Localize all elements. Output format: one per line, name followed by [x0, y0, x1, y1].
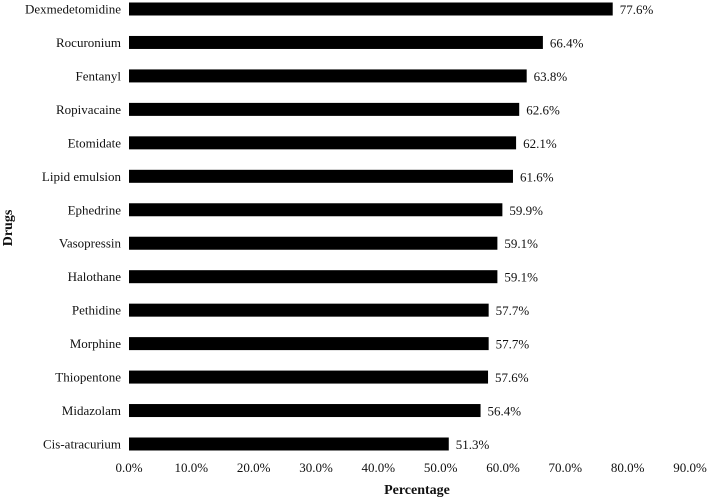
- category-label: Halothane: [68, 269, 122, 284]
- category-label: Cis-atracurium: [43, 437, 121, 452]
- category-label: Midazolam: [62, 403, 121, 418]
- value-label: 62.6%: [526, 102, 560, 117]
- bar: [129, 35, 543, 49]
- x-tick-label: 0.0%: [115, 460, 142, 475]
- category-label: Dexmedetomidine: [25, 2, 121, 17]
- value-label: 56.4%: [488, 404, 522, 419]
- bar: [129, 270, 498, 284]
- category-label: Etomidate: [68, 135, 122, 150]
- value-label: 77.6%: [620, 2, 654, 17]
- bar: [129, 136, 517, 150]
- x-axis-title: Percentage: [384, 483, 450, 498]
- category-label: Morphine: [70, 336, 122, 351]
- x-tick-label: 60.0%: [486, 460, 520, 475]
- value-labels: 77.6% 66.4% 63.8% 62.6% 62.1% 61.6% 59.9% 59.1%…: [456, 2, 654, 452]
- x-tick-label: 90.0%: [673, 460, 707, 475]
- y-axis-title: Drugs: [1, 209, 16, 246]
- x-tick-label: 30.0%: [299, 460, 333, 475]
- category-label: Pethidine: [72, 303, 121, 318]
- value-label: 59.9%: [509, 203, 543, 218]
- category-label: Thiopentone: [55, 370, 121, 385]
- category-label: Ephedrine: [68, 202, 122, 217]
- bar: [129, 69, 527, 83]
- x-axis-ticks: 0.0% 10.0% 20.0% 30.0% 40.0% 50.0% 60.0% 70.0% 8…: [115, 460, 707, 475]
- bar: [129, 102, 520, 116]
- bar: [129, 2, 613, 16]
- value-label: 57.6%: [495, 370, 529, 385]
- bars: [129, 2, 613, 451]
- bar: [129, 337, 489, 351]
- value-label: 51.3%: [456, 437, 490, 452]
- value-label: 66.4%: [550, 35, 584, 50]
- value-label: 57.7%: [496, 337, 530, 352]
- category-label: Rocuronium: [56, 35, 121, 50]
- bar: [129, 437, 449, 451]
- x-tick-label: 20.0%: [237, 460, 271, 475]
- value-label: 63.8%: [534, 69, 568, 84]
- value-label: 59.1%: [504, 236, 538, 251]
- bar: [129, 404, 481, 418]
- bar: [129, 370, 489, 384]
- category-label: Ropivacaine: [56, 102, 121, 117]
- bar: [129, 203, 503, 217]
- category-label: Fentanyl: [76, 68, 122, 83]
- value-label: 61.6%: [520, 169, 554, 184]
- bar: [129, 169, 513, 183]
- value-label: 62.1%: [523, 136, 557, 151]
- x-tick-label: 70.0%: [549, 460, 583, 475]
- x-tick-label: 10.0%: [175, 460, 209, 475]
- value-label: 57.7%: [496, 303, 530, 318]
- category-labels: Dexmedetomidine Rocuronium Fentanyl Ropivac…: [25, 2, 122, 452]
- x-tick-label: 80.0%: [611, 460, 645, 475]
- value-label: 59.1%: [504, 270, 538, 285]
- x-tick-label: 50.0%: [424, 460, 458, 475]
- bar: [129, 236, 498, 250]
- x-tick-label: 40.0%: [362, 460, 396, 475]
- bar: [129, 303, 489, 317]
- category-label: Vasopressin: [59, 236, 122, 251]
- category-label: Lipid emulsion: [42, 169, 122, 184]
